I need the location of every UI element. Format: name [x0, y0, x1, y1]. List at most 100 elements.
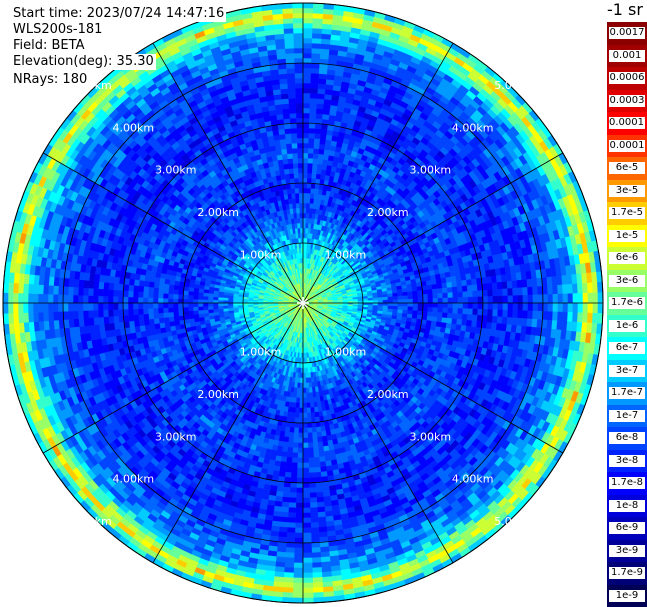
beta-cell: [482, 289, 489, 297]
beta-cell: [472, 296, 479, 304]
beta-cell: [320, 48, 330, 55]
beta-cell: [306, 187, 312, 194]
beta-cell: [302, 122, 310, 129]
beta-cell: [466, 314, 473, 321]
beta-cell: [572, 312, 579, 323]
beta-cell: [582, 312, 589, 324]
beta-cell: [407, 295, 414, 300]
beta-cell: [582, 282, 589, 294]
beta-cell: [517, 302, 524, 311]
beta-cell: [457, 308, 464, 315]
beta-cell: [466, 320, 473, 327]
beta-cell: [462, 297, 469, 304]
beta-cell: [310, 62, 320, 69]
beta-cell: [402, 291, 408, 297]
beta-cell: [562, 311, 569, 322]
beta-cell: [447, 307, 454, 314]
beta-cell: [397, 306, 404, 311]
beta-cell: [462, 291, 469, 298]
beta-cell: [422, 298, 429, 304]
beta-cell: [452, 297, 459, 304]
beta-cell: [422, 306, 429, 312]
beta-cell: [516, 317, 523, 327]
beta-cell: [446, 317, 453, 325]
beta-cell: [306, 182, 312, 189]
beta-cell: [572, 302, 579, 313]
beta-cell: [402, 306, 409, 311]
beta-cell: [527, 294, 534, 304]
beta-cell: [302, 17, 314, 24]
beta-cell: [511, 317, 518, 326]
beta-cell: [302, 102, 311, 109]
beta-cell: [457, 297, 464, 304]
beta-cell: [382, 296, 389, 301]
beta-cell: [316, 163, 323, 170]
beta-cell: [522, 310, 529, 319]
beta-cell: [477, 290, 484, 298]
beta-cell: [412, 290, 418, 296]
beta-cell: [312, 27, 323, 34]
beta-cell: [446, 281, 453, 289]
beta-cell: [319, 53, 330, 60]
beta-cell: [417, 290, 423, 296]
beta-cell: [412, 294, 419, 300]
beta-cell: [317, 93, 326, 100]
beta-cell: [311, 37, 322, 44]
beta-cell: [432, 311, 438, 318]
beta-cell: [531, 318, 538, 328]
beta-cell: [446, 312, 453, 319]
beta-cell: [551, 320, 558, 330]
beta-cell: [492, 289, 499, 297]
beta-cell: [427, 307, 434, 313]
beta-cell: [302, 207, 307, 214]
beta-cell: [532, 310, 539, 320]
beta-cell: [527, 302, 534, 312]
beta-cell: [302, 167, 308, 174]
beta-cell: [422, 294, 429, 300]
beta-cell: [302, 62, 312, 69]
beta-cell: [537, 294, 544, 304]
beta-cell: [472, 302, 479, 310]
beta-cell: [314, 133, 321, 140]
beta-cell: [471, 284, 478, 292]
beta-cell: [442, 307, 449, 314]
beta-cell: [557, 302, 564, 313]
beta-cell: [437, 302, 444, 309]
beta-cell: [577, 302, 584, 313]
beta-cell: [492, 302, 499, 311]
beta-cell: [442, 287, 448, 294]
beta-cell: [482, 296, 489, 304]
beta-cell: [506, 317, 513, 326]
beta-cell: [512, 287, 519, 296]
beta-cell: [522, 302, 529, 312]
beta-cell: [302, 82, 311, 89]
beta-cell: [318, 148, 325, 155]
beta-cell: [471, 320, 478, 328]
beta-cell: [456, 286, 463, 293]
beta-cell: [446, 287, 453, 294]
beta-cell: [302, 177, 308, 184]
beta-cell: [417, 294, 424, 300]
beta-cell: [542, 294, 549, 304]
beta-cell: [592, 282, 599, 294]
beta-cell: [367, 297, 374, 301]
beta-cell: [302, 92, 311, 99]
beta-cell: [372, 297, 379, 301]
beta-cell: [507, 288, 514, 297]
beta-cell: [387, 299, 394, 304]
beta-cell: [512, 310, 519, 319]
beta-cell: [517, 287, 524, 296]
beta-cell: [402, 302, 409, 307]
beta-cell: [442, 302, 449, 309]
beta-cell: [416, 286, 423, 292]
beta-cell: [302, 27, 313, 34]
beta-cell: [302, 142, 309, 149]
beta-cell: [487, 296, 494, 304]
beta-cell: [432, 298, 439, 304]
beta-cell: [552, 302, 559, 313]
beta-cell: [302, 72, 312, 79]
beta-cell: [502, 288, 509, 297]
beta-cell: [436, 283, 443, 290]
beta-cell: [308, 132, 316, 139]
beta-cell: [497, 288, 504, 297]
